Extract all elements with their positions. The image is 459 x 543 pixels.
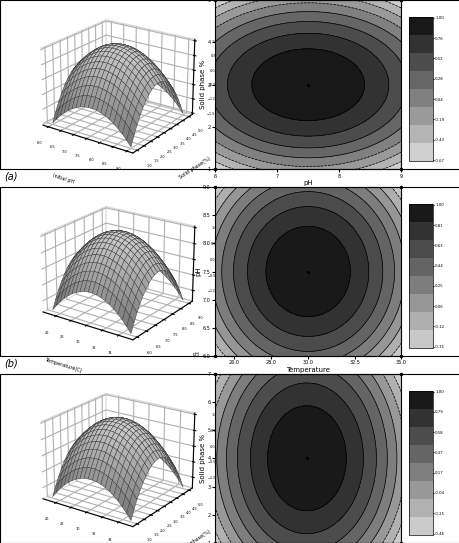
Y-axis label: Solid phase(%): Solid phase(%): [179, 529, 212, 543]
X-axis label: Temperature(C): Temperature(C): [45, 357, 83, 374]
Y-axis label: Solid phase %: Solid phase %: [200, 60, 206, 109]
Text: (a): (a): [5, 172, 18, 181]
Text: (b): (b): [5, 358, 18, 368]
Y-axis label: Solid phase(%): Solid phase(%): [179, 156, 212, 180]
Y-axis label: pH: pH: [196, 267, 202, 276]
Y-axis label: pH: pH: [191, 352, 198, 357]
Y-axis label: Solid phase %: Solid phase %: [200, 434, 206, 483]
X-axis label: Temperature: Temperature: [285, 367, 330, 372]
X-axis label: Initial pH: Initial pH: [52, 173, 75, 184]
X-axis label: pH: pH: [302, 180, 312, 186]
